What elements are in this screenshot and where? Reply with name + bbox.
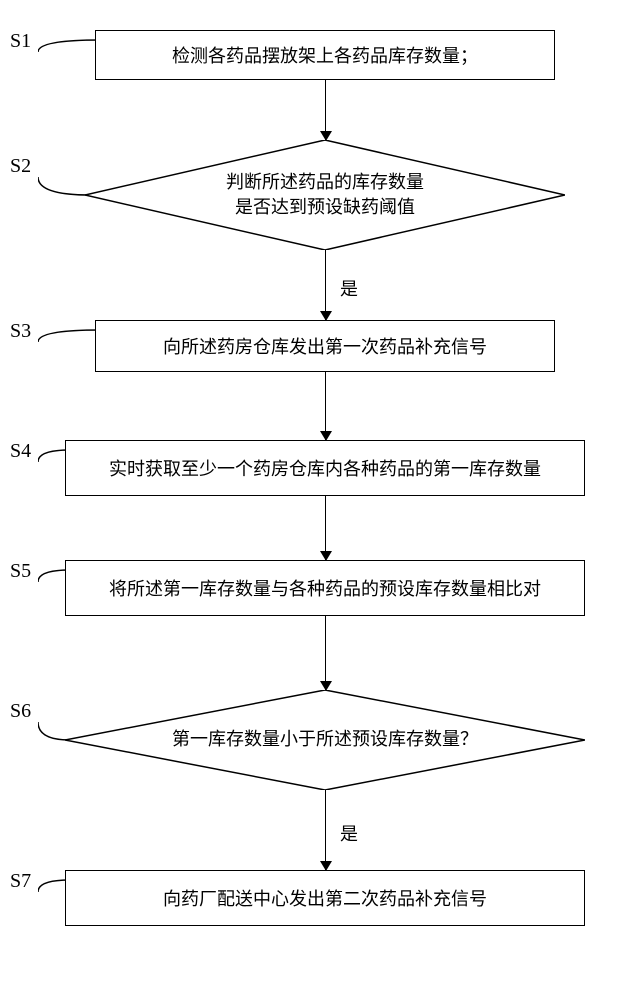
edge-s6-s7 xyxy=(325,790,326,870)
step-label-s4: S4 xyxy=(10,440,31,463)
step-label-s3: S3 xyxy=(10,320,31,343)
node-s2: 判断所述药品的库存数量是否达到预设缺药阈值 xyxy=(85,140,565,250)
node-s7: 向药厂配送中心发出第二次药品补充信号 xyxy=(65,870,585,926)
edge-s3-s4 xyxy=(325,372,326,440)
node-s1: 检测各药品摆放架上各药品库存数量； xyxy=(95,30,555,80)
node-s6: 第一库存数量小于所述预设库存数量？ xyxy=(65,690,585,790)
step-label-s7: S7 xyxy=(10,870,31,893)
edge-s1-s2 xyxy=(325,80,326,140)
step-label-s5: S5 xyxy=(10,560,31,583)
node-s3: 向所述药房仓库发出第一次药品补充信号 xyxy=(95,320,555,372)
step-label-s2: S2 xyxy=(10,155,31,178)
edge-s2-s3 xyxy=(325,250,326,320)
edge-s4-s5 xyxy=(325,496,326,560)
node-s5: 将所述第一库存数量与各种药品的预设库存数量相比对 xyxy=(65,560,585,616)
step-label-s1: S1 xyxy=(10,30,31,53)
edge-label-s2-s3: 是 xyxy=(340,275,358,301)
node-s4: 实时获取至少一个药房仓库内各种药品的第一库存数量 xyxy=(65,440,585,496)
flowchart-container: S1 检测各药品摆放架上各药品库存数量； S2 判断所述药品的库存数量是否达到预设缺药… xyxy=(0,0,624,1000)
edge-label-s6-s7: 是 xyxy=(340,820,358,846)
node-text-s2: 判断所述药品的库存数量是否达到预设缺药阈值 xyxy=(85,140,565,250)
step-label-s6: S6 xyxy=(10,700,31,723)
node-text-s6: 第一库存数量小于所述预设库存数量？ xyxy=(65,690,585,790)
edge-s5-s6 xyxy=(325,616,326,690)
